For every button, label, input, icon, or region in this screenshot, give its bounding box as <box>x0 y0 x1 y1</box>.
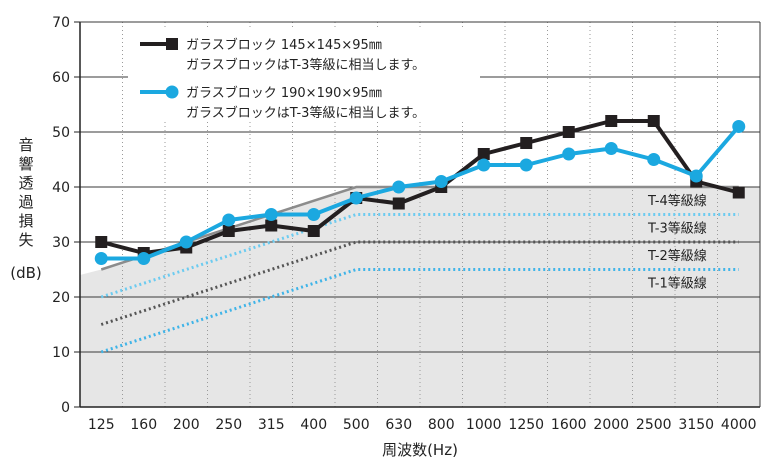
data-point <box>307 208 321 221</box>
series-line <box>100 119 740 255</box>
x-tick-label: 3150 <box>678 417 714 433</box>
data-point <box>605 115 618 127</box>
data-point <box>732 186 745 199</box>
data-point <box>307 225 320 237</box>
x-tick-label: 400 <box>300 417 327 433</box>
legend: ガラスブロック 145×145×95㎜ガラスブロックはT-3等級に相当します。ガ… <box>128 30 480 122</box>
x-tick-label: 800 <box>428 417 455 433</box>
x-tick-label: 1000 <box>466 417 502 433</box>
x-tick-label: 4000 <box>721 417 757 433</box>
y-tick-label: 30 <box>52 235 70 251</box>
y-axis-title: 音響透過損失 <box>18 136 33 249</box>
data-point <box>95 236 108 248</box>
legend-note: ガラスブロックはT-3等級に相当します。 <box>186 105 425 121</box>
x-tick-label: 500 <box>343 417 370 433</box>
data-point <box>94 252 108 265</box>
data-point <box>349 191 363 205</box>
x-tick-label: 1600 <box>551 417 587 433</box>
legend-label: ガラスブロック 190×190×95㎜ <box>186 85 382 101</box>
x-tick-label: 160 <box>130 417 157 433</box>
series-line <box>101 125 741 261</box>
y-tick-label: 10 <box>52 345 70 361</box>
data-point <box>477 148 490 160</box>
data-point <box>179 235 193 249</box>
data-point <box>562 147 576 161</box>
reference-label: T-4等級線 <box>647 193 707 209</box>
reference-label: T-3等級線 <box>647 221 707 237</box>
data-point <box>519 158 533 172</box>
legend-label: ガラスブロック 145×145×95㎜ <box>186 37 382 53</box>
data-point <box>222 225 235 237</box>
data-point <box>392 180 406 194</box>
x-tick-label: 630 <box>385 417 412 433</box>
data-point <box>520 137 533 149</box>
x-tick-label: 1250 <box>508 417 544 433</box>
y-tick-label: 0 <box>61 400 70 416</box>
legend-swatch-marker <box>165 85 179 99</box>
data-point <box>604 142 618 155</box>
reference-label: T-1等級線 <box>647 276 707 292</box>
x-tick-label: 2500 <box>636 417 672 433</box>
data-point <box>137 252 151 265</box>
x-tick-label: 315 <box>258 417 285 433</box>
y-tick-label: 50 <box>52 125 70 141</box>
data-point <box>647 115 660 127</box>
data-point <box>477 158 491 172</box>
axis-titles: 周波数(Hz) 音響透過損失 (dB) <box>10 136 458 459</box>
x-tick-label: 250 <box>215 417 242 433</box>
y-axis-unit: (dB) <box>10 264 42 282</box>
data-point <box>647 153 661 166</box>
data-point <box>689 169 703 183</box>
data-point <box>434 175 448 188</box>
legend-background <box>128 30 480 122</box>
legend-swatch-marker <box>166 38 178 50</box>
data-point <box>222 213 236 227</box>
x-tick-label: 200 <box>173 417 200 433</box>
x-tick-label: 125 <box>88 417 115 433</box>
y-tick-label: 60 <box>52 70 70 86</box>
legend-note: ガラスブロックはT-3等級に相当します。 <box>186 57 425 73</box>
reference-label: T-2等級線 <box>647 248 707 264</box>
series-layer <box>94 115 746 265</box>
data-point <box>392 197 405 210</box>
data-point <box>264 208 278 221</box>
y-tick-label: 20 <box>52 290 70 306</box>
data-point <box>265 219 278 232</box>
y-tick-label: 70 <box>52 15 70 31</box>
x-axis-title: 周波数(Hz) <box>382 441 458 459</box>
y-tick-label: 40 <box>52 180 70 196</box>
data-point <box>562 126 575 138</box>
axes: 0 10 20 30 40 50 60 70 125 160 200 250 315 400 500 630 8… <box>52 15 761 433</box>
data-point <box>732 120 746 133</box>
x-tick-label: 2000 <box>593 417 629 433</box>
